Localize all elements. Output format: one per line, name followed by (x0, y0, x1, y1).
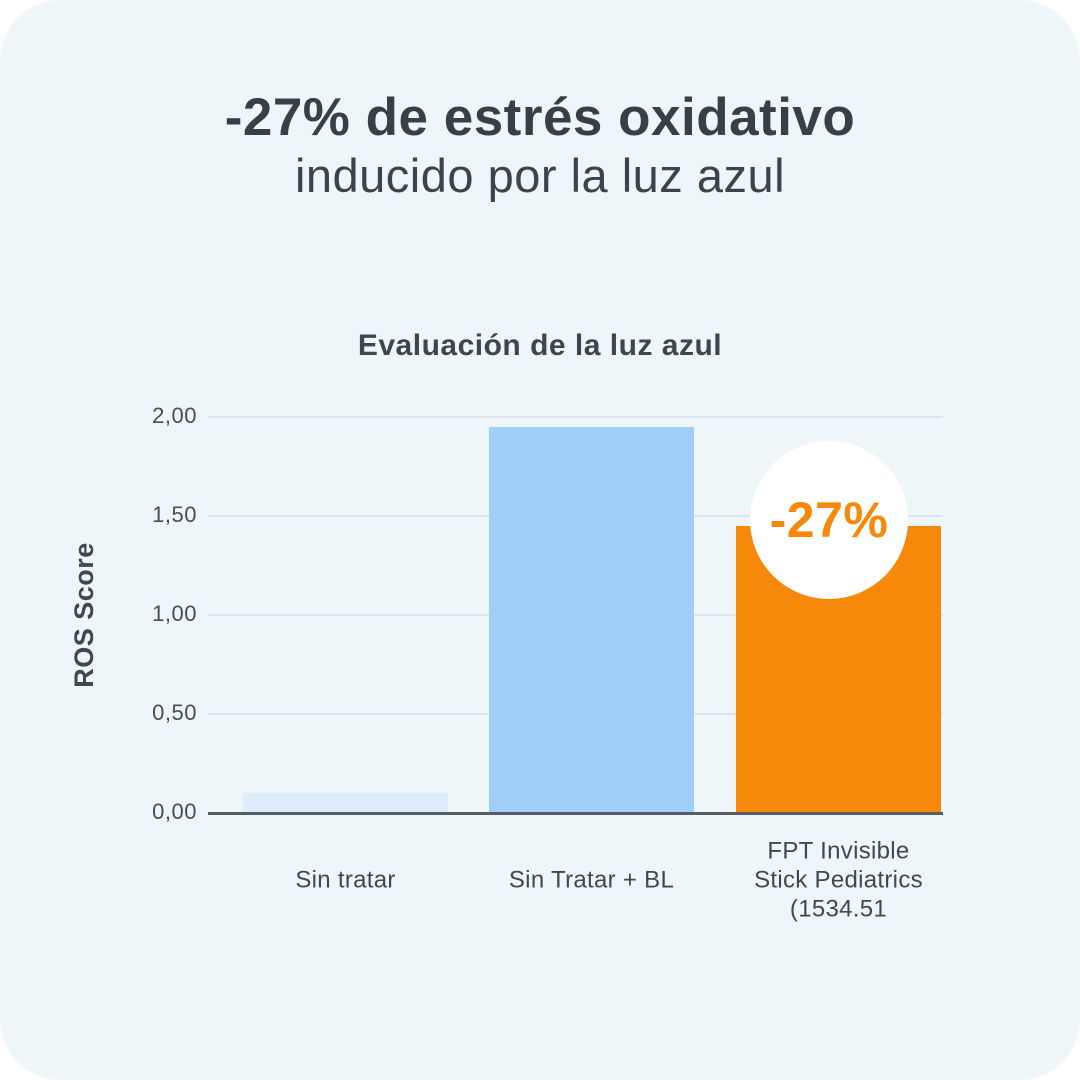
y-tick-label-3: 1,50 (152, 502, 197, 527)
chart-title: Evaluación de la luz azul (357, 329, 723, 362)
bar-0 (243, 793, 448, 813)
plot-area: -27% (208, 416, 943, 815)
x-axis-labels: Sin tratar Sin Tratar + BL FPT Invisible S… (208, 838, 943, 923)
header: -27% de estrés oxidativo inducido por la… (0, 88, 1080, 204)
discount-badge-label: -27% (769, 492, 889, 548)
gridline-4 (208, 416, 943, 418)
discount-badge: -27% (750, 441, 908, 599)
x-category-label-2: FPT Invisible Stick Pediatrics (1534.51 (754, 837, 923, 923)
main-title-line2: inducido por la luz azul (294, 149, 786, 202)
x-axis-baseline (208, 811, 943, 815)
main-title-line1: -27% de estrés oxidativo (224, 88, 856, 147)
x-category-label-0: Sin tratar (295, 866, 396, 894)
y-tick-label-1: 0,50 (152, 700, 197, 725)
y-tick-label-2: 1,00 (152, 601, 197, 626)
y-tick-label-4: 2,00 (152, 403, 197, 428)
x-category-label-1: Sin Tratar + BL (508, 866, 675, 894)
y-tick-label-0: 0,00 (152, 799, 197, 824)
bar-1 (489, 426, 694, 813)
